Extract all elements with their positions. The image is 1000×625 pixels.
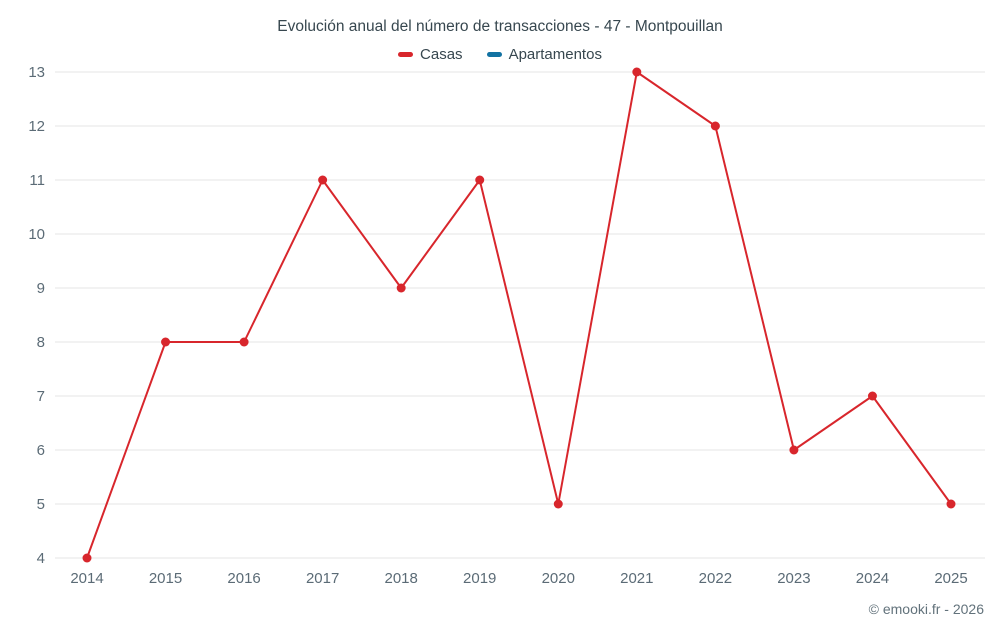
data-point-casas-2014[interactable] (82, 553, 92, 563)
x-tick-label-2025: 2025 (934, 570, 967, 587)
y-tick-label-9: 9 (37, 280, 45, 297)
x-tick-label-2015: 2015 (149, 570, 182, 587)
y-tick-label-13: 13 (28, 64, 45, 81)
legend-marker-apartamentos-icon (486, 52, 502, 57)
x-tick-label-2020: 2020 (542, 570, 575, 587)
legend-marker-casas-icon (398, 52, 414, 57)
data-point-casas-2020[interactable] (553, 499, 563, 509)
y-tick-label-12: 12 (28, 118, 45, 135)
x-tick-label-2024: 2024 (856, 570, 889, 587)
data-point-casas-2015[interactable] (161, 337, 171, 347)
x-tick-label-2021: 2021 (620, 570, 653, 587)
series-line-casas (86, 71, 952, 559)
y-tick-label-5: 5 (37, 496, 45, 513)
data-point-casas-2023[interactable] (789, 445, 799, 455)
legend-item-casas[interactable]: Casas (398, 46, 463, 63)
data-point-casas-2017[interactable] (318, 175, 328, 185)
x-tick-label-2018: 2018 (384, 570, 417, 587)
data-point-casas-2016[interactable] (239, 337, 249, 347)
x-tick-label-2017: 2017 (306, 570, 339, 587)
data-point-casas-2018[interactable] (396, 283, 406, 293)
x-tick-label-2014: 2014 (70, 570, 103, 587)
x-tick-label-2022: 2022 (699, 570, 732, 587)
data-point-casas-2019[interactable] (475, 175, 485, 185)
y-tick-label-7: 7 (37, 388, 45, 405)
x-tick-label-2019: 2019 (463, 570, 496, 587)
y-tick-label-10: 10 (28, 226, 45, 243)
legend-item-apartamentos[interactable]: Apartamentos (486, 46, 602, 63)
y-tick-label-8: 8 (37, 334, 45, 351)
data-point-casas-2022[interactable] (710, 121, 720, 131)
chart-legend: Casas Apartamentos (0, 46, 1000, 63)
y-tick-label-4: 4 (37, 550, 45, 567)
y-tick-label-6: 6 (37, 442, 45, 459)
x-tick-label-2016: 2016 (227, 570, 260, 587)
legend-label-apartamentos: Apartamentos (508, 46, 602, 63)
x-tick-label-2023: 2023 (777, 570, 810, 587)
data-point-casas-2025[interactable] (946, 499, 956, 509)
data-point-casas-2024[interactable] (867, 391, 877, 401)
y-tick-label-11: 11 (29, 172, 45, 189)
chart-title: Evolución anual del número de transaccio… (277, 18, 723, 35)
footer-credit: © emooki.fr - 2026 (868, 601, 984, 617)
legend-label-casas: Casas (420, 46, 463, 63)
data-point-casas-2021[interactable] (632, 67, 642, 77)
